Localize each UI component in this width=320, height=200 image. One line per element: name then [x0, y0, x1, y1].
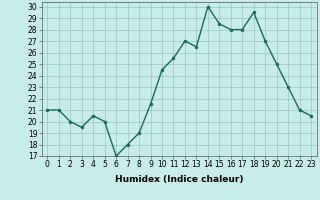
X-axis label: Humidex (Indice chaleur): Humidex (Indice chaleur): [115, 175, 244, 184]
